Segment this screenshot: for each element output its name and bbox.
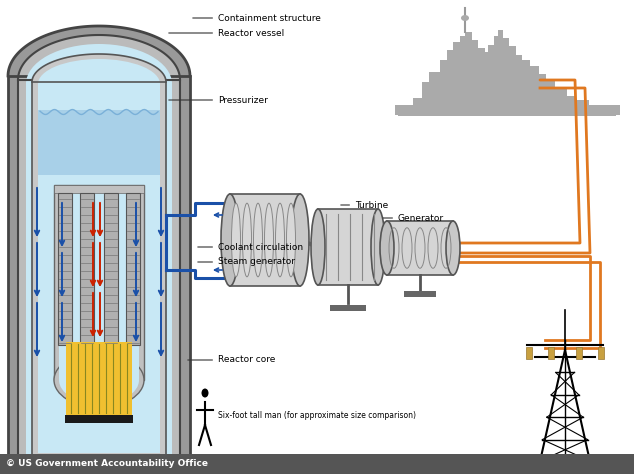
Bar [80,193,94,345]
Ellipse shape [59,356,139,404]
Ellipse shape [380,221,394,275]
Bar [58,193,72,345]
Bar [65,415,133,423]
Bar [533,460,543,466]
Ellipse shape [446,221,460,275]
Bar [501,38,509,116]
Bar [8,76,190,466]
Text: Pressurizer: Pressurizer [169,95,268,104]
Bar [387,221,453,275]
Bar [422,82,432,116]
Bar [26,82,172,456]
Bar [519,60,530,116]
Ellipse shape [242,203,252,277]
Ellipse shape [202,389,209,398]
Bar [429,72,443,116]
Ellipse shape [54,353,144,408]
Bar [395,105,620,115]
Bar [447,50,455,116]
Text: Turbine: Turbine [341,201,388,210]
Bar [59,188,139,379]
Text: Coolant circulation: Coolant circulation [198,243,303,252]
Bar [536,74,546,116]
Bar [506,46,516,116]
Bar [404,291,436,297]
Bar [126,193,140,345]
Bar [413,98,425,116]
Bar [587,460,597,466]
Ellipse shape [311,209,325,285]
Bar [576,347,582,359]
Text: Containment structure: Containment structure [193,13,321,22]
Ellipse shape [291,194,309,286]
Ellipse shape [32,54,166,110]
Ellipse shape [18,35,180,125]
Bar [0,454,634,474]
Bar [586,108,604,116]
Bar [482,52,491,116]
Bar [66,342,132,415]
Bar [54,185,144,193]
Bar [104,193,118,345]
Bar [465,32,472,116]
Ellipse shape [231,203,240,277]
Bar [440,60,450,116]
Bar [32,82,166,455]
Bar [54,185,144,380]
Ellipse shape [221,194,239,286]
Ellipse shape [461,15,469,21]
Bar [38,110,160,175]
Bar [498,30,503,116]
Ellipse shape [26,44,172,124]
Bar [453,42,463,116]
Ellipse shape [264,203,273,277]
Bar [18,80,180,460]
Bar [488,45,496,116]
Bar [32,82,166,455]
Text: © US Government Accountability Office: © US Government Accountability Office [6,459,208,468]
Text: Six-foot tall man (for approximate size comparison): Six-foot tall man (for approximate size … [218,410,416,419]
Ellipse shape [276,203,285,277]
Bar [330,305,366,311]
Text: Steam generator: Steam generator [198,257,295,266]
Bar [494,36,500,116]
Bar [18,80,180,460]
Ellipse shape [38,59,160,109]
Text: Reactor vessel: Reactor vessel [169,28,284,37]
Bar [601,110,616,116]
Bar [598,347,604,359]
Ellipse shape [8,26,190,126]
Bar [398,108,416,116]
Bar [513,55,522,116]
Ellipse shape [371,209,385,285]
Bar [460,36,468,116]
Bar [469,40,478,116]
Bar [548,347,554,359]
Bar [475,48,485,116]
Bar [543,80,555,116]
Bar [8,76,190,466]
Bar [552,88,567,116]
Bar [564,96,576,116]
Text: Reactor core: Reactor core [188,356,275,365]
Bar [38,84,160,453]
Ellipse shape [254,203,262,277]
Ellipse shape [287,203,295,277]
Bar [527,66,539,116]
Bar [573,100,589,116]
Bar [318,209,378,285]
Bar [526,347,532,359]
Text: Generator: Generator [383,213,444,222]
Bar [230,194,300,286]
